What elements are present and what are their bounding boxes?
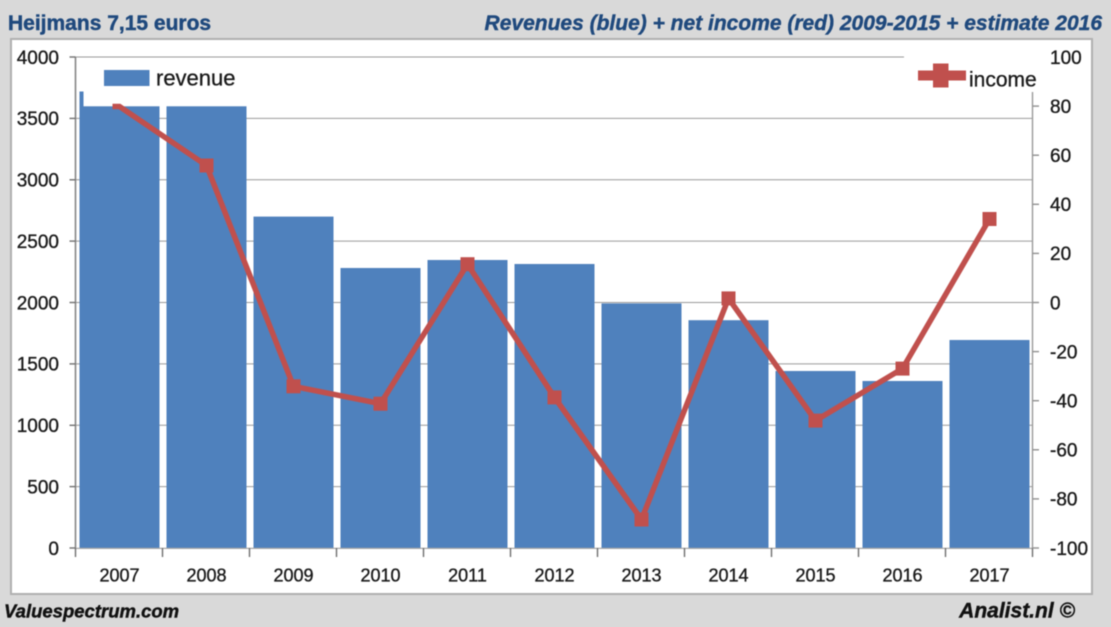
svg-text:1500: 1500 <box>17 355 59 376</box>
svg-text:2008: 2008 <box>186 565 226 585</box>
svg-text:4000: 4000 <box>17 48 59 69</box>
svg-text:0: 0 <box>1050 293 1061 314</box>
svg-text:2007: 2007 <box>99 565 139 585</box>
svg-text:3500: 3500 <box>17 109 59 130</box>
svg-text:-60: -60 <box>1050 441 1077 462</box>
svg-text:-40: -40 <box>1050 392 1077 413</box>
svg-text:2013: 2013 <box>621 565 661 585</box>
svg-text:Valuespectrum.com: Valuespectrum.com <box>4 601 179 622</box>
svg-text:income: income <box>969 69 1037 92</box>
svg-text:2011: 2011 <box>448 565 487 585</box>
svg-text:2012: 2012 <box>534 565 574 585</box>
svg-text:Analist.nl ©: Analist.nl © <box>958 600 1075 623</box>
svg-text:100: 100 <box>1050 48 1082 69</box>
svg-text:2014: 2014 <box>708 565 748 585</box>
svg-text:Heijmans 7,15 euros: Heijmans 7,15 euros <box>8 12 211 35</box>
svg-text:2015: 2015 <box>795 565 835 585</box>
svg-text:60: 60 <box>1050 146 1071 167</box>
svg-text:2017: 2017 <box>969 565 1009 585</box>
svg-text:2000: 2000 <box>17 293 59 314</box>
svg-text:2010: 2010 <box>360 565 400 585</box>
svg-text:80: 80 <box>1050 97 1071 118</box>
svg-text:3000: 3000 <box>17 171 59 192</box>
svg-text:2016: 2016 <box>882 565 922 585</box>
svg-text:1000: 1000 <box>17 416 59 437</box>
svg-text:-80: -80 <box>1050 490 1077 511</box>
svg-text:revenue: revenue <box>156 66 236 91</box>
svg-text:0: 0 <box>48 539 59 560</box>
svg-text:2009: 2009 <box>273 565 313 585</box>
svg-text:20: 20 <box>1050 244 1071 265</box>
svg-text:500: 500 <box>27 477 59 498</box>
svg-text:Revenues (blue) + net income (: Revenues (blue) + net income (red) 2009-… <box>485 12 1103 35</box>
svg-text:40: 40 <box>1050 195 1071 216</box>
svg-text:-20: -20 <box>1050 342 1077 363</box>
svg-text:2500: 2500 <box>17 232 59 253</box>
svg-text:-100: -100 <box>1050 539 1088 560</box>
